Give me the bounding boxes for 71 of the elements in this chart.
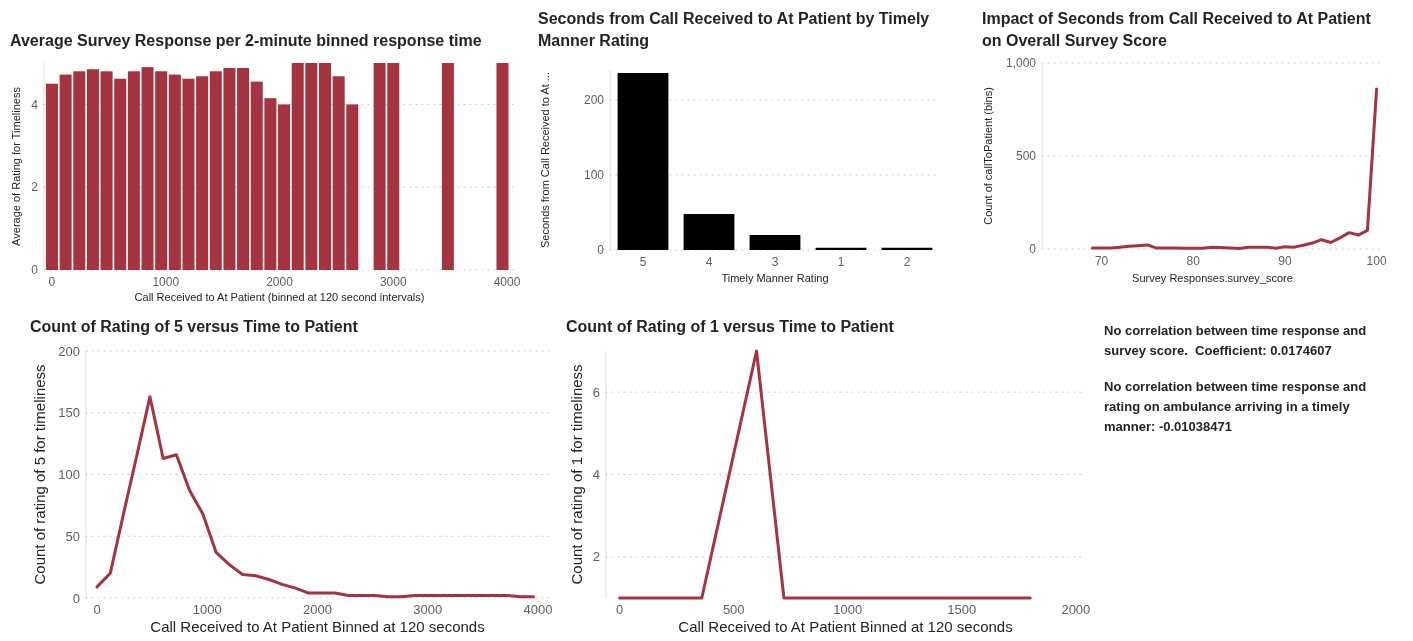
bar	[196, 76, 209, 270]
x-tick-label: 0	[616, 602, 624, 617]
y-axis-title: Count of callToPatient (bins)	[981, 87, 994, 225]
x-tick-label: 500	[722, 602, 745, 617]
x-tick-label: 2000	[266, 275, 294, 289]
chart-title: Count of Rating of 5 versus Time to Patient	[30, 318, 359, 335]
y-tick-label: 500	[1015, 149, 1037, 164]
chart-title: Count of Rating of 1 versus Time to Patient	[566, 318, 895, 335]
x-tick-label: 3	[771, 255, 779, 269]
x-tick-label: 70	[1094, 254, 1109, 268]
y-tick-label: 1,000	[1005, 56, 1037, 71]
y-tick-label: 50	[65, 528, 80, 544]
x-tick-label: 4	[705, 255, 713, 269]
bar	[278, 104, 291, 270]
y-tick-label: 0	[1029, 242, 1037, 257]
chart-title: Seconds from Call Received to At Patient by Timely Manner Rating	[538, 10, 930, 49]
y-tick-label: 200	[58, 343, 80, 359]
x-axis-title: Survey Responses.survey_score	[1132, 272, 1293, 284]
y-axis-title: Seconds from Call Received to At ...	[538, 71, 551, 249]
line-series	[95, 395, 536, 599]
x-tick-label: 80	[1186, 254, 1201, 268]
x-tick-label: 0	[48, 275, 56, 289]
x-tick-label: 2	[903, 255, 911, 269]
bar	[127, 71, 140, 270]
bar	[237, 67, 250, 270]
bar	[749, 235, 801, 250]
x-tick-label: 4000	[523, 602, 553, 617]
x-tick-label: 2000	[303, 602, 332, 617]
y-tick-label: 100	[58, 467, 80, 483]
x-tick-label: 1000	[152, 275, 180, 289]
bar	[441, 63, 454, 270]
y-tick-label: 6	[592, 384, 600, 400]
x-axis-title: Timely Manner Rating	[721, 272, 829, 284]
bar	[496, 63, 509, 270]
bar	[319, 63, 332, 270]
x-tick-label: 100	[1366, 254, 1387, 268]
y-tick-label: 4	[31, 97, 39, 112]
bar	[617, 73, 669, 250]
x-tick-label: 5	[639, 255, 647, 269]
x-axis-title: Call Received to At Patient Binned at 120 seconds	[678, 618, 1013, 635]
y-tick-label: 0	[72, 590, 80, 606]
text: No correlation between time response and rating on ambulance arriving in a timely manner: -0.01038471	[1104, 379, 1367, 434]
y-axis-title: Count of rating of 1 for timeliness	[568, 364, 586, 585]
chart-title: Impact of Seconds from Call Received to At Patient on Overall Survey Score	[982, 10, 1372, 49]
bar	[45, 83, 58, 270]
y-axis-title: Count of rating of 5 for timeliness	[31, 364, 49, 585]
x-tick-label: 1	[837, 255, 845, 269]
x-tick-label: 2000	[1061, 602, 1091, 617]
y-axis-title: Average of Rating for Timeliness	[9, 86, 22, 246]
y-tick-label: 100	[583, 168, 605, 183]
y-tick-label: 200	[583, 93, 605, 108]
text: No correlation between time response and survey score. Coefficient: 0.0174607	[1104, 323, 1367, 358]
x-tick-label: 1000	[833, 602, 863, 617]
x-axis-title: Call Received to At Patient Binned at 120 seconds	[150, 618, 485, 635]
chart-title: Average Survey Response per 2-minute binned response time	[10, 32, 482, 49]
bar	[683, 214, 735, 250]
x-tick-label: 3000	[413, 602, 443, 617]
x-axis-title: Call Received to At Patient (binned at 120 second intervals)	[134, 291, 425, 303]
y-tick-label: 4	[592, 467, 600, 483]
x-tick-label: 1500	[947, 602, 977, 617]
x-tick-label: 3000	[379, 275, 407, 289]
y-tick-label: 2	[31, 180, 39, 195]
x-tick-label: 4000	[493, 275, 521, 289]
x-tick-label: 90	[1278, 254, 1292, 268]
x-tick-label: 1000	[192, 602, 222, 617]
line-series	[1090, 87, 1379, 250]
y-tick-label: 0	[597, 243, 605, 258]
y-tick-label: 2	[592, 549, 600, 565]
y-tick-label: 150	[58, 405, 80, 421]
x-tick-label: 0	[93, 602, 101, 617]
bar	[86, 69, 99, 270]
